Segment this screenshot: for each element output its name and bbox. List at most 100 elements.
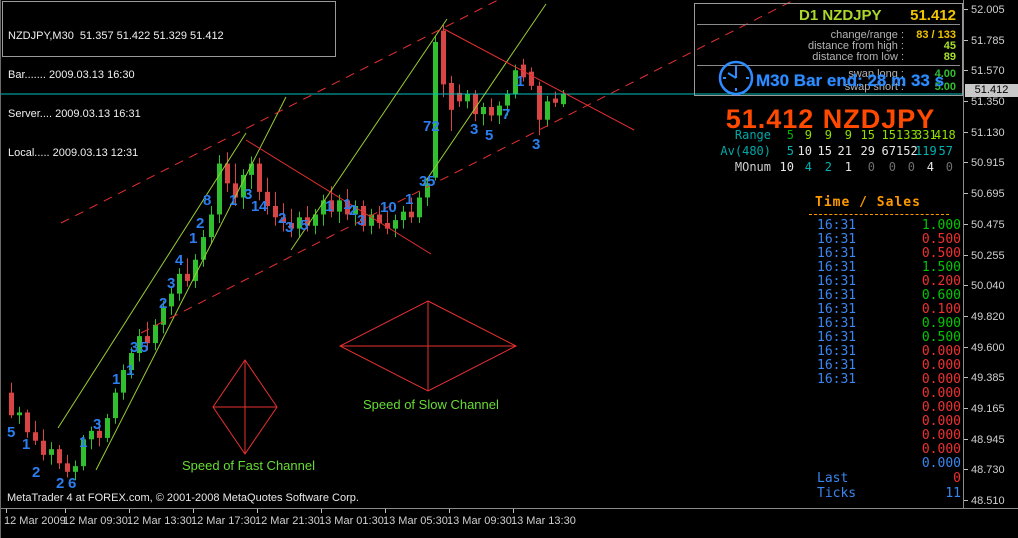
- candle-body: [481, 107, 486, 115]
- range-stats-table: Range 5 9 9 9 15 15 133 331 418 Av(480) 5 10 15 21 29 67…: [691, 128, 961, 176]
- trade-value: 0.000: [921, 386, 961, 401]
- bar-count-label: 10: [380, 199, 397, 216]
- time-sales-row: 16:31 1.500: [801, 261, 961, 275]
- bar-count-label: 1: [405, 191, 413, 208]
- candle-body: [353, 205, 358, 215]
- stats-cell: 418: [934, 128, 956, 142]
- d1-price-value: 51.412: [910, 7, 956, 24]
- bar-time-line: Bar....... 2009.03.13 16:30: [8, 69, 135, 81]
- bar-count-label: 1: [516, 73, 524, 90]
- time-tick: [257, 509, 258, 513]
- stats-cell: 29: [860, 144, 875, 158]
- candle-body: [257, 163, 262, 192]
- price-tick: [964, 40, 968, 41]
- time-sales-row: 16:31 0.500: [801, 247, 961, 261]
- time-sales-row: 0.000: [801, 415, 961, 429]
- candle-body: [217, 163, 222, 215]
- d1-swap-value: 4.00: [934, 68, 956, 80]
- stats-cell: 4: [926, 160, 934, 174]
- d1-swap-label: swap short :: [844, 81, 904, 93]
- price-tick: [964, 469, 968, 470]
- d1-stat-row: distance from low : 89: [695, 51, 962, 63]
- price-tick: [964, 132, 968, 133]
- time-tick: [65, 509, 66, 513]
- stats-cell: 0: [867, 160, 875, 174]
- price-tick: [964, 162, 968, 163]
- time-axis-separator: [1, 508, 1018, 509]
- symbol-ohlc-line: NZDJPY,M30 51.357 51.422 51.329 51.412: [8, 30, 224, 42]
- candle-body: [497, 105, 502, 116]
- bar-count-label: 5: [140, 339, 148, 356]
- candle-body: [337, 200, 342, 212]
- candle-body: [505, 94, 510, 106]
- d1-stat-value: 89: [943, 51, 956, 63]
- trade-value: 0.500: [921, 246, 961, 261]
- time-sales-row: 16:31 0.900: [801, 317, 961, 331]
- time-sales-row: 16:31 0.000: [801, 359, 961, 373]
- bar-count-label: 6: [68, 475, 76, 492]
- big-quote-label: 51.412 NZDJPY: [725, 104, 936, 134]
- price-tick: [964, 439, 968, 440]
- candle-body: [329, 200, 334, 212]
- trade-time: 16:31: [817, 316, 857, 331]
- candle-body: [545, 101, 550, 120]
- candle-body: [265, 191, 270, 206]
- d1-stat-label: distance from low :: [812, 51, 904, 63]
- price-tick-label: 49.165: [971, 403, 1005, 415]
- trade-value: 0.000: [921, 400, 961, 415]
- bar-count-label: 3: [244, 186, 252, 203]
- bar-count-label: 3: [470, 121, 478, 138]
- candle-body: [385, 222, 390, 229]
- time-axis[interactable]: 12 Mar 2009 12 Mar 09:30 12 Mar 13:30 12 Ma…: [1, 509, 1018, 538]
- bar-count-label: 3: [130, 339, 138, 356]
- candle-body: [49, 449, 54, 455]
- d1-title-row: D1 NZDJPY 51.412: [695, 6, 962, 24]
- stats-row: Range 5 9 9 9 15 15 133 331 418: [691, 128, 961, 143]
- time-sales-row: 16:31 0.000: [801, 373, 961, 387]
- stats-cell: 152: [896, 144, 918, 158]
- time-sales-row: 0.000: [801, 457, 961, 471]
- price-tick: [964, 224, 968, 225]
- bar-count-label: 1: [229, 192, 237, 209]
- time-sales-row: 16:31 0.500: [801, 331, 961, 345]
- candle-body: [209, 214, 214, 238]
- candle-body: [25, 412, 30, 433]
- time-tick: [193, 509, 194, 513]
- price-axis[interactable]: 51.412 52.005 51.785 51.570 51.350 51.130 50.…: [964, 0, 1018, 508]
- candle-body: [249, 163, 254, 175]
- candle-body: [393, 220, 398, 229]
- candle-body: [425, 183, 430, 198]
- candle-body: [345, 200, 350, 215]
- candle-body: [233, 183, 238, 198]
- stats-cell: 133: [896, 128, 918, 142]
- bar-count-label: 2: [349, 202, 357, 219]
- chart-canvas[interactable]: Speed of Fast Channel Speed of Slow Chann…: [1, 0, 964, 508]
- candle-body: [97, 430, 102, 438]
- trade-value: 0.900: [921, 316, 961, 331]
- time-sales-row: 16:31 0.500: [801, 233, 961, 247]
- bar-count-label: 3: [93, 416, 101, 433]
- candle-body: [529, 71, 534, 86]
- candle-body: [65, 463, 70, 472]
- price-tick-label: 50.475: [971, 219, 1005, 231]
- time-tick: [129, 509, 130, 513]
- bar-count-label: 1: [325, 198, 333, 215]
- trade-value: 0.100: [921, 302, 961, 317]
- bar-count-label: 1: [79, 434, 87, 451]
- clock-icon: [718, 60, 754, 96]
- bar-count-label: 1: [22, 436, 30, 453]
- candle-body: [201, 237, 206, 260]
- bar-count-label: 5: [485, 127, 493, 144]
- d1-stat-label: distance from high :: [808, 40, 904, 52]
- price-tick: [964, 70, 968, 71]
- trade-time: 16:31: [817, 358, 857, 373]
- trade-time: [801, 443, 887, 457]
- d1-stat-row: change/range : 83 / 133: [695, 29, 962, 41]
- trade-value: 1.000: [921, 218, 961, 233]
- trade-value: 0.000: [921, 358, 961, 373]
- candle-body: [449, 82, 454, 110]
- ticks-value: 11: [945, 486, 961, 501]
- current-price-tag: 51.412: [965, 84, 1018, 97]
- stats-cell: 57: [938, 144, 953, 158]
